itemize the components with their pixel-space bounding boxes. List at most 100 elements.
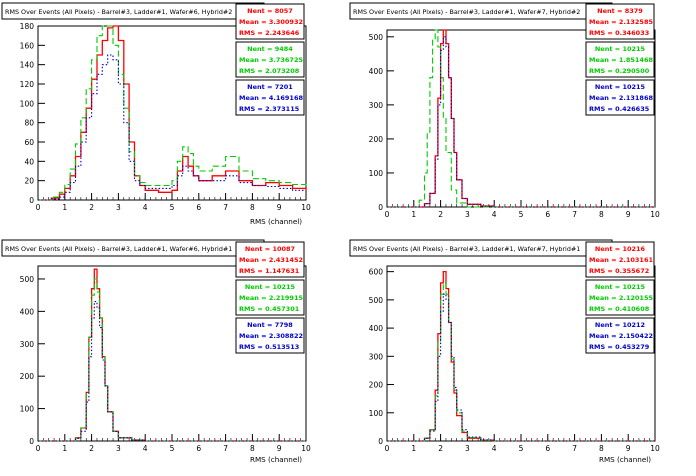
y-tick-label: 0	[29, 196, 34, 205]
x-tick-label: 9	[277, 203, 282, 212]
stats-rms: RMS = 1.147631	[239, 267, 300, 275]
y-tick-label: 500	[369, 296, 384, 305]
stats-mean: Mean = 2.219915	[239, 294, 303, 302]
x-tick-label: 10	[301, 444, 311, 453]
stats-nent: Nent = 10215	[595, 283, 646, 291]
stats-box-1: Nent = 8057 Mean = 3.300932 RMS = 2.243646	[235, 3, 305, 40]
stats-nent: Nent = 10215	[245, 283, 296, 291]
y-tick-label: 500	[369, 33, 384, 42]
stats-nent: Nent = 10215	[595, 45, 646, 53]
x-tick-label: 6	[545, 444, 550, 453]
stats-nent: Nent = 7201	[247, 83, 293, 91]
stats-rms: RMS = 0.346033	[589, 29, 649, 37]
x-tick-label: 9	[277, 444, 282, 453]
stats-rms: RMS = 0.457301	[239, 305, 300, 313]
x-tick-label: 8	[599, 444, 604, 453]
histogram-panel-1: RMS Over Events (All Pixels) - Barrel#3,…	[1, 2, 311, 226]
y-tick-label: 100	[20, 405, 35, 414]
y-tick-label: 400	[369, 324, 384, 333]
y-tick-label: 0	[378, 203, 383, 212]
x-tick-label: 3	[465, 210, 470, 219]
x-tick-label: 1	[62, 444, 67, 453]
stats-box-frame	[585, 79, 655, 116]
stats-box-frame	[585, 241, 655, 278]
x-tick-label: 0	[36, 203, 41, 212]
y-tick-label: 120	[20, 80, 35, 89]
y-tick-label: 600	[369, 268, 384, 277]
x-tick-label: 6	[545, 210, 550, 219]
x-tick-label: 0	[36, 444, 41, 453]
stats-box-1: Nent = 8379 Mean = 2.132585 RMS = 0.346033	[585, 3, 655, 40]
y-tick-label: 0	[29, 437, 34, 446]
panel-title: RMS Over Events (All Pixels) - Barrel#3,…	[5, 8, 232, 16]
x-tick-label: 9	[626, 444, 631, 453]
stats-rms: RMS = 0.453279	[589, 343, 650, 351]
y-tick-label: 0	[378, 437, 383, 446]
stats-box-3: Nent = 7201 Mean = 4.169168 RMS = 2.373115	[235, 79, 305, 116]
y-tick-label: 200	[369, 381, 384, 390]
stats-box-2: Nent = 10215 Mean = 2.120155 RMS = 0.41060…	[585, 279, 655, 316]
stats-mean: Mean = 2.131868	[589, 94, 653, 102]
panel-title: RMS Over Events (All Pixels) - Barrel#3,…	[353, 245, 580, 253]
panel-title: RMS Over Events (All Pixels) - Barrel#3,…	[5, 245, 232, 253]
histogram-panel-4: RMS Over Events (All Pixels) - Barrel#3,…	[349, 239, 660, 464]
x-tick-label: 4	[143, 444, 148, 453]
stats-rms: RMS = 2.243646	[239, 29, 300, 37]
x-tick-label: 2	[438, 444, 443, 453]
y-tick-label: 80	[24, 119, 34, 128]
stats-box-3: Nent = 10215 Mean = 2.131868 RMS = 0.42663…	[585, 79, 655, 116]
x-axis-label: RMS (channel)	[250, 455, 302, 464]
stats-box-3: Nent = 10212 Mean = 2.150422 RMS = 0.45327…	[585, 317, 655, 354]
stats-rms: RMS = 0.355672	[589, 267, 649, 275]
x-tick-label: 4	[143, 203, 148, 212]
stats-rms: RMS = 2.373115	[239, 105, 300, 113]
y-tick-label: 400	[20, 307, 35, 316]
stats-nent: Nent = 10087	[245, 245, 295, 253]
x-tick-label: 8	[599, 210, 604, 219]
series-line-3	[387, 293, 655, 442]
stats-box-frame	[235, 3, 305, 40]
x-tick-label: 5	[519, 210, 524, 219]
y-tick-label: 500	[20, 275, 35, 284]
stats-mean: Mean = 1.851468	[589, 56, 653, 64]
stats-mean: Mean = 4.169168	[239, 94, 303, 102]
x-axis-label: RMS (channel)	[599, 455, 651, 464]
x-tick-label: 7	[223, 444, 228, 453]
y-tick-label: 100	[369, 169, 384, 178]
stats-nent: Nent = 10216	[595, 245, 646, 253]
x-tick-label: 7	[223, 203, 228, 212]
stats-box-frame	[235, 41, 305, 78]
stats-mean: Mean = 2.103161	[589, 256, 653, 264]
stats-rms: RMS = 0.513513	[239, 343, 299, 351]
stats-box-frame	[235, 317, 305, 354]
x-tick-label: 8	[250, 444, 255, 453]
stats-nent: Nent = 8057	[247, 7, 293, 15]
x-tick-label: 1	[62, 203, 67, 212]
x-tick-label: 3	[116, 203, 121, 212]
stats-nent: Nent = 7798	[247, 321, 293, 329]
histogram-panel-2: RMS Over Events (All Pixels) - Barrel#3,…	[349, 2, 660, 219]
x-axis-label: RMS (channel)	[250, 217, 302, 226]
y-tick-label: 140	[20, 61, 35, 70]
stats-nent: Nent = 10212	[595, 321, 645, 329]
stats-mean: Mean = 3.300932	[239, 18, 303, 26]
x-tick-label: 10	[650, 210, 660, 219]
stats-rms: RMS = 0.410608	[589, 305, 650, 313]
x-tick-label: 7	[572, 444, 577, 453]
stats-rms: RMS = 0.426635	[589, 105, 650, 113]
x-tick-label: 6	[196, 444, 201, 453]
stats-box-frame	[585, 317, 655, 354]
x-tick-label: 6	[196, 203, 201, 212]
stats-nent: Nent = 9484	[247, 45, 293, 53]
x-tick-label: 5	[519, 444, 524, 453]
stats-box-1: Nent = 10087 Mean = 2.431452 RMS = 1.14763…	[235, 241, 305, 278]
x-tick-label: 10	[650, 444, 660, 453]
y-tick-label: 180	[20, 22, 35, 31]
x-tick-label: 0	[385, 444, 390, 453]
x-tick-label: 10	[301, 203, 311, 212]
stats-box-frame	[585, 3, 655, 40]
y-tick-label: 60	[24, 138, 34, 147]
stats-box-frame	[235, 79, 305, 116]
